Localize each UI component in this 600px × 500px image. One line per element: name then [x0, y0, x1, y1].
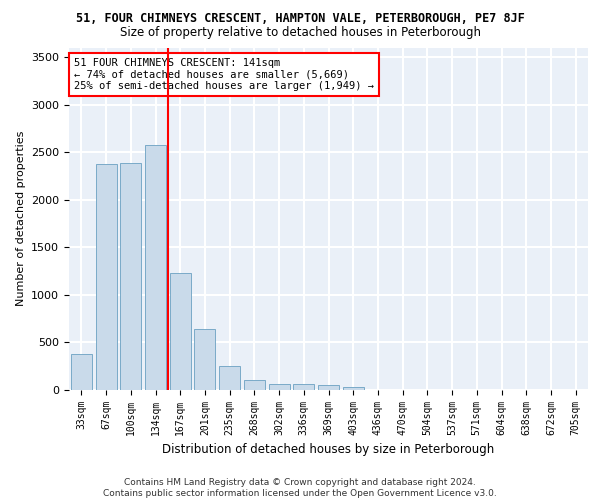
Y-axis label: Number of detached properties: Number of detached properties — [16, 131, 26, 306]
Bar — [318, 385, 339, 390]
Bar — [95, 164, 116, 390]
Bar — [71, 354, 92, 390]
Text: Size of property relative to detached houses in Peterborough: Size of property relative to detached ho… — [119, 26, 481, 39]
Bar — [293, 384, 314, 390]
Bar — [269, 384, 290, 390]
Bar — [244, 380, 265, 390]
Text: 51 FOUR CHIMNEYS CRESCENT: 141sqm
← 74% of detached houses are smaller (5,669)
2: 51 FOUR CHIMNEYS CRESCENT: 141sqm ← 74% … — [74, 58, 374, 91]
Text: Contains HM Land Registry data © Crown copyright and database right 2024.
Contai: Contains HM Land Registry data © Crown c… — [103, 478, 497, 498]
Bar — [194, 329, 215, 390]
Bar — [170, 273, 191, 390]
Bar — [219, 366, 240, 390]
Text: 51, FOUR CHIMNEYS CRESCENT, HAMPTON VALE, PETERBOROUGH, PE7 8JF: 51, FOUR CHIMNEYS CRESCENT, HAMPTON VALE… — [76, 12, 524, 26]
Bar — [120, 162, 141, 390]
X-axis label: Distribution of detached houses by size in Peterborough: Distribution of detached houses by size … — [163, 444, 494, 456]
Bar — [145, 144, 166, 390]
Bar — [343, 387, 364, 390]
